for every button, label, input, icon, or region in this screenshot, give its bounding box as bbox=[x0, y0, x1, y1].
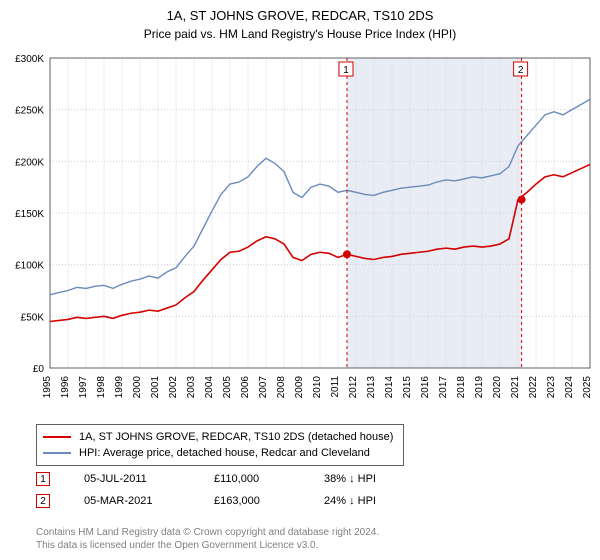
svg-text:2005: 2005 bbox=[222, 376, 233, 399]
svg-text:2019: 2019 bbox=[474, 376, 485, 399]
svg-text:1996: 1996 bbox=[60, 376, 71, 399]
figure: 1A, ST JOHNS GROVE, REDCAR, TS10 2DS Pri… bbox=[0, 0, 600, 560]
svg-text:£250K: £250K bbox=[15, 106, 44, 117]
svg-text:2002: 2002 bbox=[168, 376, 179, 399]
svg-text:1998: 1998 bbox=[96, 376, 107, 399]
svg-text:2011: 2011 bbox=[330, 376, 341, 398]
svg-text:1995: 1995 bbox=[42, 376, 53, 399]
svg-text:2013: 2013 bbox=[366, 376, 377, 399]
sale-price: £110,000 bbox=[214, 473, 324, 485]
sale-diff: 24% ↓ HPI bbox=[324, 495, 434, 507]
svg-text:2020: 2020 bbox=[492, 376, 503, 399]
footer-line: Contains HM Land Registry data © Crown c… bbox=[36, 526, 379, 539]
svg-text:2014: 2014 bbox=[384, 376, 395, 399]
svg-text:2024: 2024 bbox=[564, 376, 575, 399]
svg-text:2016: 2016 bbox=[420, 376, 431, 399]
svg-text:1999: 1999 bbox=[114, 376, 125, 399]
sale-row: 1 05-JUL-2011£110,00038% ↓ HPI bbox=[36, 468, 434, 490]
legend-label: HPI: Average price, detached house, Redc… bbox=[79, 447, 370, 459]
footer: Contains HM Land Registry data © Crown c… bbox=[36, 526, 379, 552]
svg-text:2006: 2006 bbox=[240, 376, 251, 399]
svg-text:2003: 2003 bbox=[186, 376, 197, 399]
sale-diff: 38% ↓ HPI bbox=[324, 473, 434, 485]
svg-text:2004: 2004 bbox=[204, 376, 215, 399]
svg-text:2015: 2015 bbox=[402, 376, 413, 399]
svg-text:2000: 2000 bbox=[132, 376, 143, 399]
svg-text:1997: 1997 bbox=[78, 376, 89, 399]
line-chart: £0 £50K £100K £150K £200K £250K £300K 1995 1996 1… bbox=[0, 48, 600, 418]
svg-text:2023: 2023 bbox=[546, 376, 557, 399]
sale-price: £163,000 bbox=[214, 495, 324, 507]
svg-text:£200K: £200K bbox=[15, 157, 44, 168]
svg-text:£150K: £150K bbox=[15, 209, 44, 220]
svg-text:2017: 2017 bbox=[438, 376, 449, 399]
svg-text:2: 2 bbox=[518, 65, 524, 76]
svg-text:2001: 2001 bbox=[150, 376, 161, 399]
svg-text:£100K: £100K bbox=[15, 261, 44, 272]
chart-area: £0 £50K £100K £150K £200K £250K £300K 1995 1996 1… bbox=[0, 48, 600, 418]
svg-text:2022: 2022 bbox=[528, 376, 539, 399]
legend-row: 1A, ST JOHNS GROVE, REDCAR, TS10 2DS (de… bbox=[43, 429, 393, 445]
svg-text:2009: 2009 bbox=[294, 376, 305, 399]
footer-line: This data is licensed under the Open Gov… bbox=[36, 539, 379, 552]
sale-row: 2 05-MAR-2021£163,00024% ↓ HPI bbox=[36, 490, 434, 512]
svg-text:1: 1 bbox=[343, 65, 349, 76]
svg-text:2018: 2018 bbox=[456, 376, 467, 399]
page-title: 1A, ST JOHNS GROVE, REDCAR, TS10 2DS bbox=[0, 0, 600, 23]
sale-date: 05-JUL-2011 bbox=[84, 473, 214, 485]
sales-table: 1 05-JUL-2011£110,00038% ↓ HPI 2 05-MAR-202… bbox=[36, 468, 434, 512]
svg-text:2007: 2007 bbox=[258, 376, 269, 399]
sale-marker: 2 bbox=[36, 494, 50, 508]
svg-text:£50K: £50K bbox=[21, 312, 45, 323]
svg-text:2010: 2010 bbox=[312, 376, 323, 399]
svg-text:£300K: £300K bbox=[15, 54, 44, 65]
legend-swatch bbox=[43, 436, 71, 438]
legend-row: HPI: Average price, detached house, Redc… bbox=[43, 445, 393, 461]
svg-text:2008: 2008 bbox=[276, 376, 287, 399]
legend-swatch bbox=[43, 452, 71, 454]
svg-text:£0: £0 bbox=[33, 364, 45, 375]
legend-label: 1A, ST JOHNS GROVE, REDCAR, TS10 2DS (de… bbox=[79, 431, 393, 443]
sale-date: 05-MAR-2021 bbox=[84, 495, 214, 507]
legend: 1A, ST JOHNS GROVE, REDCAR, TS10 2DS (de… bbox=[36, 424, 404, 466]
page-subtitle: Price paid vs. HM Land Registry's House … bbox=[0, 23, 600, 47]
svg-text:2021: 2021 bbox=[510, 376, 521, 399]
svg-text:2025: 2025 bbox=[582, 376, 593, 399]
sale-marker: 1 bbox=[36, 472, 50, 486]
svg-text:2012: 2012 bbox=[348, 376, 359, 399]
